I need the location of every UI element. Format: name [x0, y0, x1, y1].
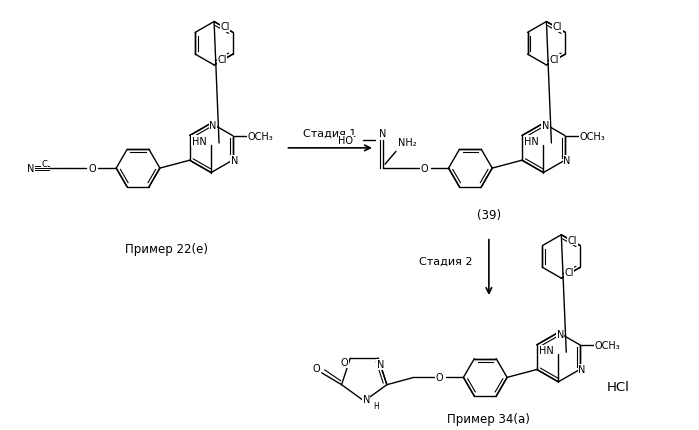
Text: (39): (39): [477, 208, 501, 221]
Text: Cl: Cl: [549, 55, 559, 65]
Text: N: N: [578, 365, 586, 375]
Text: H: H: [373, 401, 379, 409]
Text: Cl: Cl: [565, 267, 574, 278]
Text: Cl: Cl: [568, 235, 577, 245]
Text: N: N: [363, 394, 370, 404]
Text: O: O: [435, 372, 443, 382]
Text: O: O: [421, 164, 428, 174]
Text: NH₂: NH₂: [398, 138, 416, 148]
Text: N: N: [377, 359, 384, 369]
Text: Пример 34(а): Пример 34(а): [447, 412, 531, 425]
Text: HO: HO: [338, 136, 353, 146]
Text: O: O: [340, 357, 348, 367]
Text: OCH₃: OCH₃: [595, 340, 621, 350]
Text: Стадия 2: Стадия 2: [419, 256, 473, 266]
Text: HN: HN: [524, 137, 539, 147]
Text: C: C: [42, 159, 48, 168]
Text: HN: HN: [539, 345, 554, 356]
Text: N: N: [556, 330, 564, 340]
Text: O: O: [313, 363, 321, 373]
Text: HCl: HCl: [607, 381, 629, 393]
Text: O: O: [89, 164, 96, 174]
Text: HN: HN: [192, 137, 207, 147]
Text: N: N: [380, 128, 387, 138]
Text: Пример 22(е): Пример 22(е): [125, 243, 208, 255]
Text: N: N: [210, 121, 217, 131]
Text: Cl: Cl: [220, 22, 230, 32]
Text: N: N: [27, 164, 34, 174]
Text: OCH₃: OCH₃: [247, 131, 273, 141]
Text: Cl: Cl: [217, 55, 226, 65]
Text: OCH₃: OCH₃: [580, 131, 605, 141]
Text: Cl: Cl: [553, 22, 562, 32]
Text: N: N: [563, 156, 570, 166]
Text: N: N: [231, 156, 238, 166]
Text: Стадия 1: Стадия 1: [303, 129, 357, 139]
Text: N: N: [542, 121, 549, 131]
